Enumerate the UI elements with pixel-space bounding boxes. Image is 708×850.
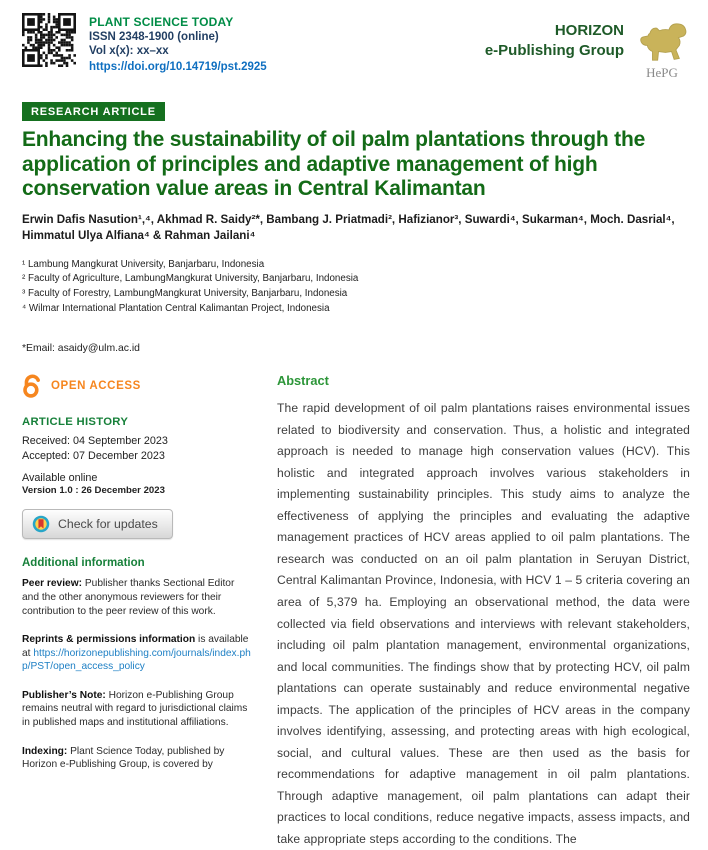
qr-code [22,13,76,67]
check-for-updates-label: Check for updates [58,517,158,532]
hepg-caption: HePG [646,65,678,80]
affiliation-4: ⁴ Wilmar International Plantation Centra… [22,302,330,314]
publishers-note: Publisher’s Note: Horizon e-Publishing G… [22,689,254,730]
hepg-logo: HePG [634,21,690,81]
affiliations: ¹ Lambung Mangkurat University, Banjarba… [22,258,690,317]
affiliation-2: ² Faculty of Agriculture, LambungMangkur… [22,273,359,285]
article-meta-sidebar: OPEN ACCESS ARTICLE HISTORY Received: 04… [22,373,254,850]
volume-line: Vol x(x): xx–xx [89,45,169,57]
authors-line: Erwin Dafis Nasution¹,⁴, Akhmad R. Saidy… [22,212,675,243]
hepg-lion-icon [640,23,687,61]
crossmark-icon [32,516,50,533]
reprints-note: Reprints & permissions information is av… [22,633,254,674]
article-type-badge: RESEARCH ARTICLE [22,102,165,121]
additional-info-heading: Additional information [22,557,145,570]
open-access-label: OPEN ACCESS [51,380,141,393]
article-history-heading: ARTICLE HISTORY [22,416,129,429]
indexing-note: Indexing: Plant Science Today, published… [22,745,254,772]
article-title: Enhancing the sustainability of oil palm… [22,128,646,201]
open-access-row: OPEN ACCESS [22,373,254,399]
version-line: Version 1.0 : 26 December 2023 [22,485,165,497]
affiliation-1: ¹ Lambung Mangkurat University, Banjarba… [22,258,265,270]
reprints-text: is available at [22,634,249,659]
peer-review-note: Peer review: Publisher thanks Sectional … [22,577,254,618]
received-date: Received: 04 September 2023 [22,435,168,448]
issn-line: ISSN 2348-1900 (online) [89,31,219,43]
accepted-date: Accepted: 07 December 2023 [22,449,165,462]
peer-review-label: Peer review: [22,578,83,590]
masthead: PLANT SCIENCE TODAY ISSN 2348-1900 (onli… [22,13,690,81]
doi-link[interactable]: https://doi.org/10.14719/pst.2925 [89,61,267,73]
publishers-note-label: Publisher’s Note: [22,689,106,701]
abstract-section: Abstract The rapid development of oil pa… [277,373,690,850]
journal-title: PLANT SCIENCE TODAY [89,15,234,29]
peer-review-text: Publisher thanks Sectional Editor and th… [22,578,235,617]
abstract-heading: Abstract [277,373,329,389]
publisher-name: HORIZON e-Publishing Group [485,21,624,62]
check-for-updates-button[interactable]: Check for updates [22,509,173,540]
corresponding-email: *Email: asaidy@ulm.ac.id [22,343,140,355]
publisher-line1: HORIZON [554,22,624,39]
publisher-line2: e-Publishing Group [484,42,624,60]
affiliation-3: ³ Faculty of Forestry, LambungMangkurat … [22,287,348,299]
indexing-label: Indexing: [22,745,68,757]
abstract-text: The rapid development of oil palm planta… [277,401,690,846]
open-access-policy-link[interactable]: https://horizonepublishing.com/journals/… [22,647,251,673]
open-access-lock-icon [23,374,40,399]
reprints-label: Reprints & permissions information [22,634,196,646]
available-online-label: Available online [22,472,98,485]
